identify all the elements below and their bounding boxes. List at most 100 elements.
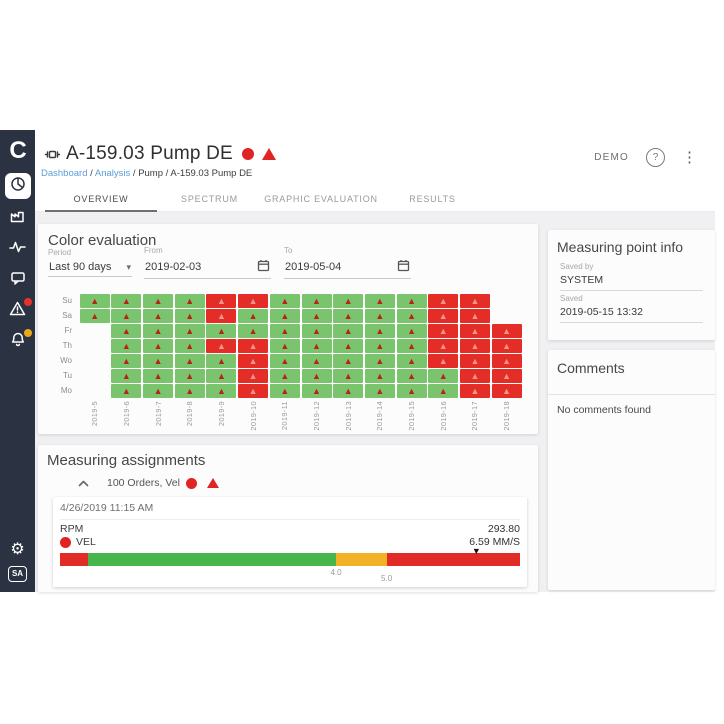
heatmap-cell[interactable]: ▲: [396, 294, 427, 308]
heatmap-cell[interactable]: ▲: [301, 384, 332, 398]
heatmap-cell[interactable]: ▲: [238, 294, 269, 308]
heatmap-cell[interactable]: ▲: [333, 339, 364, 353]
period-select[interactable]: Period Last 90 days ▾: [48, 248, 132, 277]
heatmap-cell[interactable]: ▲: [428, 339, 459, 353]
heatmap-cell[interactable]: ▲: [269, 309, 300, 323]
heatmap-cell[interactable]: ▲: [396, 339, 427, 353]
sidebar-item-plants[interactable]: [5, 206, 31, 230]
heatmap-cell[interactable]: ▲: [428, 324, 459, 338]
from-date-field[interactable]: From 2019-02-03: [144, 246, 271, 279]
heatmap-cell[interactable]: ▲: [301, 339, 332, 353]
heatmap-cell[interactable]: ▲: [364, 294, 395, 308]
heatmap-cell[interactable]: ▲: [111, 309, 142, 323]
heatmap-cell[interactable]: ▲: [79, 309, 110, 323]
heatmap-cell[interactable]: ▲: [111, 369, 142, 383]
heatmap-cell[interactable]: ▲: [491, 369, 522, 383]
sidebar-item-measurements[interactable]: [5, 237, 31, 261]
heatmap-cell[interactable]: ▲: [238, 384, 269, 398]
heatmap-cell[interactable]: ▲: [396, 354, 427, 368]
heatmap-cell[interactable]: ▲: [428, 294, 459, 308]
heatmap-cell[interactable]: ▲: [206, 339, 237, 353]
heatmap-cell[interactable]: ▲: [143, 309, 174, 323]
heatmap-cell[interactable]: ▲: [174, 384, 205, 398]
heatmap-cell[interactable]: ▲: [396, 309, 427, 323]
user-menu[interactable]: DEMO: [594, 152, 629, 163]
heatmap-cell[interactable]: ▲: [143, 339, 174, 353]
heatmap-cell[interactable]: ▲: [206, 384, 237, 398]
heatmap-cell[interactable]: ▲: [364, 339, 395, 353]
heatmap-cell[interactable]: ▲: [301, 309, 332, 323]
heatmap-cell[interactable]: ▲: [459, 369, 490, 383]
heatmap-cell[interactable]: ▲: [396, 384, 427, 398]
sidebar-item-messages[interactable]: [5, 268, 31, 292]
heatmap-cell[interactable]: ▲: [206, 309, 237, 323]
heatmap-cell[interactable]: ▲: [206, 369, 237, 383]
tab-results[interactable]: RESULTS: [409, 194, 456, 204]
reading-card[interactable]: 4/26/2019 11:15 AM RPM 293.80 VEL 6.59 M…: [53, 497, 527, 587]
heatmap-cell[interactable]: ▲: [364, 324, 395, 338]
heatmap-cell[interactable]: ▲: [174, 324, 205, 338]
heatmap-cell[interactable]: ▲: [491, 384, 522, 398]
heatmap-cell[interactable]: ▲: [364, 354, 395, 368]
heatmap-cell[interactable]: ▲: [143, 384, 174, 398]
heatmap-cell[interactable]: ▲: [428, 384, 459, 398]
heatmap-cell[interactable]: ▲: [111, 354, 142, 368]
heatmap-cell[interactable]: ▲: [174, 294, 205, 308]
heatmap-cell[interactable]: ▲: [143, 324, 174, 338]
heatmap-cell[interactable]: ▲: [301, 369, 332, 383]
breadcrumb-dashboard[interactable]: Dashboard: [41, 168, 95, 179]
heatmap-cell[interactable]: ▲: [143, 294, 174, 308]
heatmap-cell[interactable]: ▲: [491, 324, 522, 338]
assignment-group-label[interactable]: 100 Orders, Vel: [107, 477, 180, 489]
heatmap-cell[interactable]: ▲: [269, 384, 300, 398]
heatmap-cell[interactable]: ▲: [111, 339, 142, 353]
heatmap-cell[interactable]: ▲: [459, 339, 490, 353]
heatmap-cell[interactable]: ▲: [301, 324, 332, 338]
heatmap-cell[interactable]: ▲: [459, 324, 490, 338]
heatmap-cell[interactable]: ▲: [79, 294, 110, 308]
heatmap-cell[interactable]: ▲: [111, 384, 142, 398]
heatmap-cell[interactable]: ▲: [238, 309, 269, 323]
heatmap-cell[interactable]: ▲: [238, 369, 269, 383]
heatmap-cell[interactable]: ▲: [301, 294, 332, 308]
heatmap-cell[interactable]: ▲: [269, 354, 300, 368]
calendar-icon[interactable]: [257, 259, 270, 275]
heatmap-cell[interactable]: ▲: [459, 309, 490, 323]
collapse-chevron-icon[interactable]: [78, 474, 89, 492]
heatmap-cell[interactable]: ▲: [269, 339, 300, 353]
heatmap-cell[interactable]: ▲: [333, 294, 364, 308]
heatmap-cell[interactable]: ▲: [174, 339, 205, 353]
sidebar-item-alarms[interactable]: [5, 298, 32, 323]
heatmap-cell[interactable]: ▲: [459, 384, 490, 398]
help-icon[interactable]: ?: [646, 148, 665, 167]
heatmap-cell[interactable]: ▲: [143, 354, 174, 368]
sa-badge[interactable]: SA: [7, 566, 28, 582]
heatmap-cell[interactable]: ▲: [111, 324, 142, 338]
heatmap-cell[interactable]: ▲: [333, 324, 364, 338]
heatmap-cell[interactable]: ▲: [364, 309, 395, 323]
heatmap-cell[interactable]: ▲: [333, 309, 364, 323]
heatmap-cell[interactable]: ▲: [174, 369, 205, 383]
heatmap-cell[interactable]: ▲: [491, 339, 522, 353]
tab-overview[interactable]: OVERVIEW: [45, 185, 157, 212]
heatmap-cell[interactable]: ▲: [364, 369, 395, 383]
to-date-field[interactable]: To 2019-05-04: [284, 246, 411, 279]
heatmap-cell[interactable]: ▲: [333, 354, 364, 368]
heatmap-cell[interactable]: ▲: [238, 354, 269, 368]
heatmap-cell[interactable]: ▲: [459, 354, 490, 368]
heatmap-cell[interactable]: ▲: [491, 354, 522, 368]
heatmap-cell[interactable]: ▲: [301, 354, 332, 368]
heatmap-cell[interactable]: ▲: [238, 324, 269, 338]
heatmap-cell[interactable]: ▲: [206, 324, 237, 338]
heatmap-cell[interactable]: ▲: [206, 294, 237, 308]
heatmap-cell[interactable]: ▲: [143, 369, 174, 383]
heatmap-cell[interactable]: ▲: [238, 339, 269, 353]
heatmap-cell[interactable]: ▲: [206, 354, 237, 368]
heatmap-cell[interactable]: ▲: [459, 294, 490, 308]
breadcrumb-analysis[interactable]: Analysis: [95, 168, 138, 179]
calendar-icon[interactable]: [397, 259, 410, 275]
tab-graphic-evaluation[interactable]: GRAPHIC EVALUATION: [264, 194, 378, 204]
heatmap-cell[interactable]: ▲: [428, 369, 459, 383]
kebab-menu-icon[interactable]: ⋮: [682, 149, 697, 166]
heatmap-cell[interactable]: ▲: [269, 369, 300, 383]
